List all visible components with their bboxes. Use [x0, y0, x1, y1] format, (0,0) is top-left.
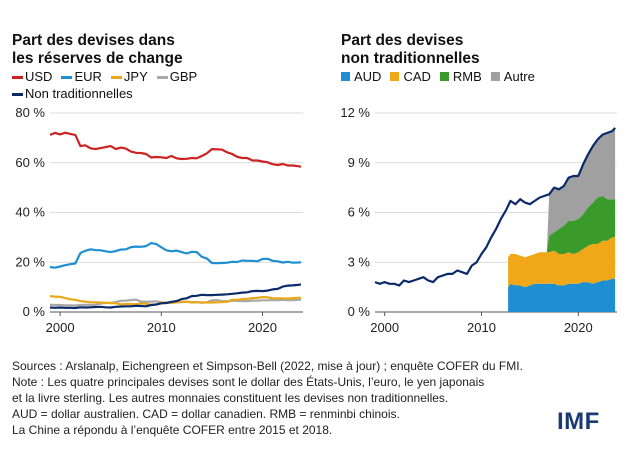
- series-line-non-traditionnelles: [49, 283, 302, 310]
- notes-line-1: Sources : Arslanalp, Eichengreen et Simp…: [12, 359, 523, 373]
- right-ytick-label: 0 %: [348, 304, 371, 319]
- right-title-line-1: Part des devises: [341, 32, 464, 49]
- right-ytick-label: 6 %: [348, 205, 371, 220]
- legend-non-traditionnelles-label: Non traditionnelles: [25, 86, 133, 101]
- area-rmb: [508, 195, 616, 258]
- legend-non-traditionnelles: Non traditionnelles: [12, 85, 133, 102]
- source-notes: Sources : Arslanalp, Eichengreen et Simp…: [12, 358, 572, 438]
- legend-aud-label: AUD: [354, 69, 382, 84]
- notes-line-5: La Chine a répondu à l’enquête COFER ent…: [12, 423, 333, 437]
- series-line-usd: [49, 131, 302, 168]
- legend-usd: USD: [12, 68, 52, 85]
- legend-usd-swatch: [12, 76, 23, 80]
- legend-jpy: JPY: [110, 68, 148, 85]
- legend-rmb-label: RMB: [452, 69, 482, 84]
- legend-gbp-swatch: [156, 76, 168, 80]
- legend-cad-label: CAD: [403, 69, 431, 84]
- right-ytick-label: 12 %: [340, 105, 370, 120]
- legend-aud-swatch: [341, 72, 350, 82]
- legend-aud: AUD: [341, 68, 381, 85]
- left-xtick-label: 2010: [147, 320, 176, 335]
- imf-logo: IMF: [557, 408, 600, 435]
- area-aud: [508, 278, 616, 312]
- left-title-line-1: Part des devises dans: [12, 32, 175, 49]
- right-chart-title: Part des devises non traditionnelles: [341, 32, 480, 68]
- right-title-line-2: non traditionnelles: [341, 50, 480, 67]
- area-cad: [508, 237, 616, 288]
- legend-rmb-swatch: [439, 72, 449, 82]
- notes-line-2: Note : Les quatre principales devises so…: [12, 375, 485, 389]
- series-line-total: [374, 127, 616, 287]
- left-ytick-label: 20 %: [15, 254, 45, 269]
- legend-jpy-swatch: [110, 76, 122, 80]
- legend-usd-label: USD: [25, 69, 53, 84]
- right-xtick-label: 2010: [467, 320, 496, 335]
- left-title-line-2: les réserves de change: [12, 50, 183, 67]
- legend-gbp: GBP: [156, 68, 198, 85]
- legend-jpy-label: JPY: [123, 69, 148, 84]
- right-legend: AUD CAD RMB Autre: [341, 68, 621, 85]
- left-xtick-label: 2000: [46, 320, 75, 335]
- left-ytick-label: 0 %: [23, 304, 46, 319]
- left-ytick-label: 40 %: [15, 205, 45, 220]
- left-legend: USD EUR JPY GBP Non traditionnelles: [12, 68, 282, 102]
- legend-autre-swatch: [490, 72, 500, 82]
- legend-non-traditionnelles-swatch: [12, 93, 23, 97]
- legend-cad: CAD: [390, 68, 431, 85]
- legend-cad-swatch: [390, 72, 400, 82]
- legend-rmb: RMB: [439, 68, 482, 85]
- right-ytick-label: 9 %: [348, 155, 371, 170]
- legend-eur-swatch: [61, 76, 73, 80]
- left-xtick-label: 2020: [248, 320, 277, 335]
- left-chart-title: Part des devises dans les réserves de ch…: [12, 32, 183, 68]
- legend-autre-label: Autre: [503, 69, 535, 84]
- notes-line-4: AUD = dollar australien. CAD = dollar ca…: [12, 407, 400, 421]
- series-line-eur: [49, 242, 302, 269]
- left-ytick-label: 80 %: [15, 105, 45, 120]
- legend-eur-label: EUR: [74, 69, 102, 84]
- series-line-jpy: [49, 295, 301, 306]
- right-xtick-label: 2000: [370, 320, 399, 335]
- area-autre: [508, 127, 616, 258]
- left-ytick-label: 60 %: [15, 155, 45, 170]
- right-ytick-label: 3 %: [348, 254, 371, 269]
- legend-eur: EUR: [61, 68, 102, 85]
- legend-gbp-label: GBP: [169, 69, 198, 84]
- right-xtick-label: 2020: [564, 320, 593, 335]
- legend-autre: Autre: [490, 68, 535, 85]
- notes-line-3: et la livre sterling. Les autres monnaie…: [12, 391, 449, 405]
